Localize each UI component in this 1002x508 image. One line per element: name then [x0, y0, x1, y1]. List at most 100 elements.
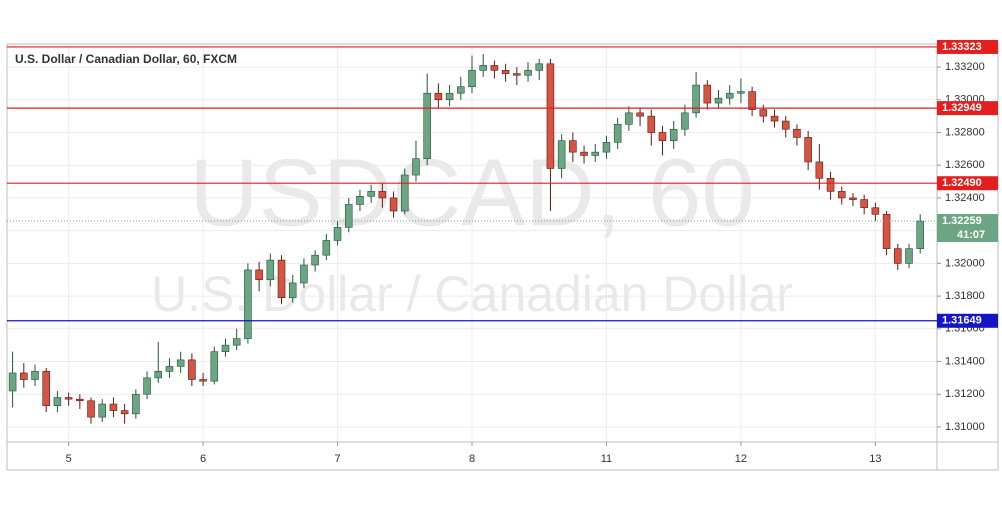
candle-body [770, 115, 779, 122]
candle-body [513, 73, 521, 76]
x-tick-label: 11 [601, 453, 612, 465]
candle-body [434, 92, 443, 101]
candle-body [378, 191, 387, 199]
y-tick-label: 1.31000 [945, 421, 985, 433]
x-tick-label: 12 [735, 453, 747, 465]
candle-body [894, 248, 902, 264]
candle-body [557, 140, 566, 169]
candle-body [602, 142, 611, 153]
level-label-box [937, 101, 998, 116]
candle-body [703, 84, 712, 104]
candle-body [154, 371, 163, 379]
countdown-label: 41:07 [957, 229, 985, 241]
candle-body [176, 359, 185, 367]
candle-body [658, 132, 667, 141]
chart-title: U.S. Dollar / Canadian Dollar, 60, FXCM [15, 52, 237, 66]
candle-body [714, 97, 723, 104]
candle-body [87, 400, 95, 418]
candle-body [143, 377, 151, 395]
candle-body [871, 207, 880, 215]
candle-body [468, 70, 476, 87]
candle-body [793, 128, 801, 138]
candle-body [210, 351, 219, 382]
level-label: 1.32949 [942, 102, 982, 114]
level-label-box [937, 313, 998, 328]
plot [8, 53, 924, 424]
candle-body [333, 227, 342, 241]
candle-body [344, 204, 353, 228]
candle-body [804, 137, 812, 163]
candle-body [199, 379, 207, 382]
candle-body [232, 338, 241, 346]
candle-body [625, 112, 633, 125]
y-tick-label: 1.31200 [945, 388, 985, 400]
candle-body [76, 398, 84, 402]
y-tick-label: 1.32600 [945, 159, 985, 171]
candle-body [535, 63, 544, 71]
candle-body [423, 92, 431, 159]
grid [7, 44, 937, 442]
candle-body [255, 269, 263, 281]
candle-body [669, 128, 678, 141]
x-tick-label: 8 [469, 453, 475, 465]
level-label-box [937, 39, 998, 54]
candle-body [826, 178, 835, 192]
candle-body [748, 91, 756, 110]
candle-body [356, 195, 364, 205]
candle-body [20, 372, 28, 380]
level-label: 1.32490 [942, 177, 982, 189]
candle-body [412, 158, 420, 176]
x-tick-label: 13 [869, 453, 881, 465]
candle-body [221, 344, 230, 353]
candle-body [580, 151, 588, 156]
candle-body [389, 197, 398, 212]
y-tick-label: 1.32400 [945, 192, 985, 204]
candle-body [905, 248, 913, 264]
candle-body [277, 259, 286, 299]
candle-body [109, 403, 118, 411]
candle-body [120, 410, 129, 415]
level-label: 1.33323 [942, 41, 982, 53]
candle-body [400, 174, 409, 212]
candle-body [737, 91, 745, 94]
level-label: 1.31649 [942, 315, 982, 327]
candle-body [860, 199, 868, 209]
candle-body [322, 240, 331, 256]
current-price-box [937, 213, 998, 242]
candle-body [132, 393, 140, 415]
watermark-symbol: USDCAD, 60 [189, 139, 755, 246]
candle-body [501, 70, 510, 74]
y-tick-label: 1.32800 [945, 126, 985, 138]
y-tick-label: 1.31800 [945, 290, 985, 302]
frame [6, 43, 999, 471]
candle-body [64, 397, 73, 400]
x-tick-label: 5 [66, 453, 72, 465]
candle-body [882, 213, 891, 249]
candle-body [916, 220, 924, 249]
candle-body [311, 254, 319, 266]
candle-body [288, 282, 297, 299]
candle-body [725, 92, 734, 99]
candle-body [8, 372, 17, 392]
levels: 1.33323 1.32949 1.32490 1.31649 1.32259 41:07 [7, 39, 998, 328]
candle-body [490, 65, 499, 71]
candle-body [569, 140, 577, 153]
candle-body [165, 366, 174, 372]
candle-body [479, 65, 487, 71]
candle-body [546, 63, 555, 169]
candle-body [815, 161, 824, 179]
candle-body [53, 397, 62, 406]
candle-body [591, 151, 600, 156]
candle-body [188, 359, 196, 380]
candle-body [849, 197, 857, 200]
candle-body [457, 86, 465, 94]
candle-body [42, 371, 50, 406]
candle-body [98, 403, 107, 418]
y-tick-label: 1.32000 [945, 257, 985, 269]
candle-body [266, 259, 275, 281]
candle-body [31, 371, 39, 380]
candle-body [244, 269, 252, 339]
x-tick-label: 6 [200, 453, 206, 465]
candle-body [300, 264, 308, 284]
